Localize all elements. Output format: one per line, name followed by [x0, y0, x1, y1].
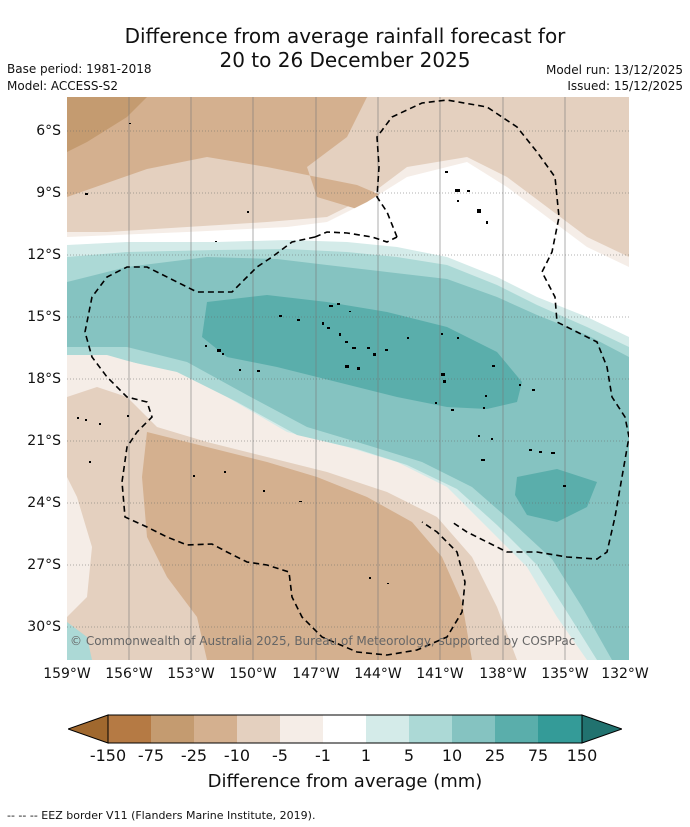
lon-label: 141°W	[416, 666, 464, 682]
colorbar-label: -10	[223, 746, 251, 765]
colorbar-label: -5	[272, 746, 288, 765]
eez-legend: -- -- -- EEZ border V11 (Flanders Marine…	[7, 809, 316, 822]
colorbar-frame	[107, 714, 583, 744]
colorbar-label: -1	[315, 746, 331, 765]
colorbar-label: 10	[441, 746, 463, 765]
lat-label: 27°S	[27, 557, 61, 573]
lat-label: 15°S	[27, 309, 61, 325]
colorbar-seg	[452, 715, 495, 743]
lat-label: 9°S	[36, 185, 61, 201]
rainfall-map-svg	[67, 97, 630, 660]
colorbar-label: 1	[360, 746, 372, 765]
issued-date: Issued: 15/12/2025	[567, 79, 683, 93]
lon-label: 144°W	[354, 666, 402, 682]
colorbar-seg	[495, 715, 538, 743]
rainfall-map	[67, 97, 630, 660]
colorbar	[68, 714, 622, 744]
lat-label: 24°S	[27, 495, 61, 511]
islands	[77, 123, 566, 584]
colorbar-title: Difference from average (mm)	[207, 771, 483, 792]
base-period: Base period: 1981-2018	[7, 62, 152, 76]
colorbar-seg	[323, 715, 366, 743]
colorbar-label: 5	[403, 746, 415, 765]
band-near-zero	[67, 162, 629, 347]
title-line-2: 20 to 26 December 2025	[219, 48, 471, 72]
lat-label: 30°S	[27, 619, 61, 635]
lon-label: 159°W	[43, 666, 91, 682]
band-tan-north	[67, 97, 417, 225]
lat-label: 18°S	[27, 371, 61, 387]
lon-label: 147°W	[292, 666, 340, 682]
colorbar-seg	[151, 715, 194, 743]
colorbar-seg	[280, 715, 323, 743]
lat-label: 12°S	[27, 247, 61, 263]
colorbar-seg	[237, 715, 280, 743]
lon-label: 153°W	[167, 666, 215, 682]
band-tan-south	[142, 432, 472, 660]
lon-label: 150°W	[229, 666, 277, 682]
colorbar-label: -150	[89, 746, 127, 765]
lon-label: 138°W	[479, 666, 527, 682]
band-green-sw	[67, 622, 92, 660]
model-run: Model run: 13/12/2025	[545, 63, 683, 77]
model-name: Model: ACCESS-S2	[7, 79, 119, 93]
lon-label: 156°W	[105, 666, 153, 682]
eez-borders	[84, 99, 630, 656]
lat-gridlines	[67, 130, 629, 628]
colorbar-seg	[538, 715, 582, 743]
colorbar-seg	[366, 715, 409, 743]
colorbar-label: -25	[180, 746, 208, 765]
lat-label: 21°S	[27, 433, 61, 449]
title-line-1: Difference from average rainfall forecas…	[124, 24, 566, 48]
colorbar-arrow-low	[68, 714, 109, 744]
colorbar-seg	[194, 715, 237, 743]
colorbar-label: 25	[484, 746, 506, 765]
colorbar-label: 75	[527, 746, 549, 765]
band-green-core	[202, 295, 522, 409]
lon-label: 132°W	[601, 666, 649, 682]
lat-label: 6°S	[36, 123, 61, 139]
copyright-notice: © Commonwealth of Australia 2025, Bureau…	[70, 634, 576, 648]
colorbar-label: -75	[137, 746, 165, 765]
colorbar-arrow-high	[581, 714, 622, 744]
band-dark-tan-north	[67, 97, 147, 152]
colorbar-seg	[108, 715, 151, 743]
colorbar-label: 150	[566, 746, 598, 765]
colorbar-seg	[409, 715, 452, 743]
lon-label: 135°W	[541, 666, 589, 682]
band-green-core-east	[515, 469, 597, 522]
